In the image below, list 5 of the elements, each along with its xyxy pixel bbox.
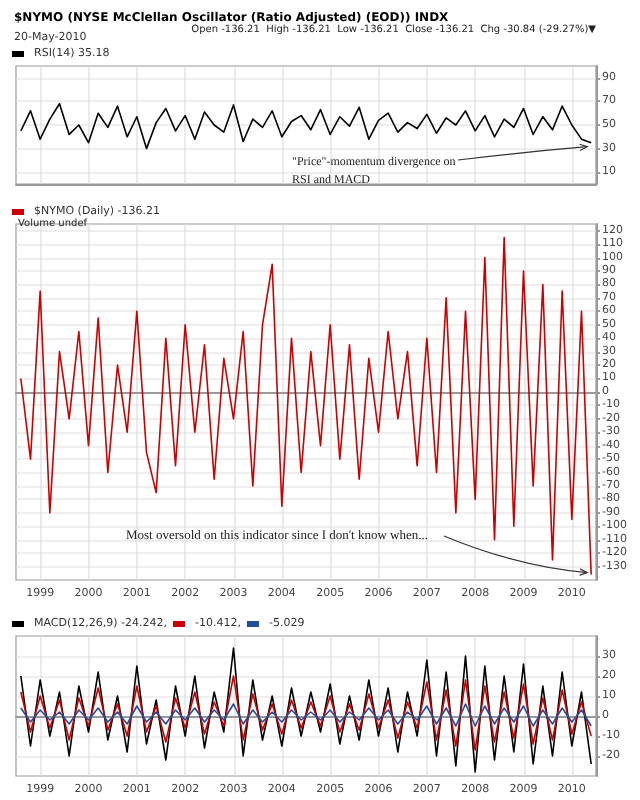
line-series <box>20 703 592 727</box>
line-series <box>20 647 592 773</box>
line-series <box>20 675 592 751</box>
line-series <box>20 236 592 576</box>
line-series <box>20 102 592 150</box>
